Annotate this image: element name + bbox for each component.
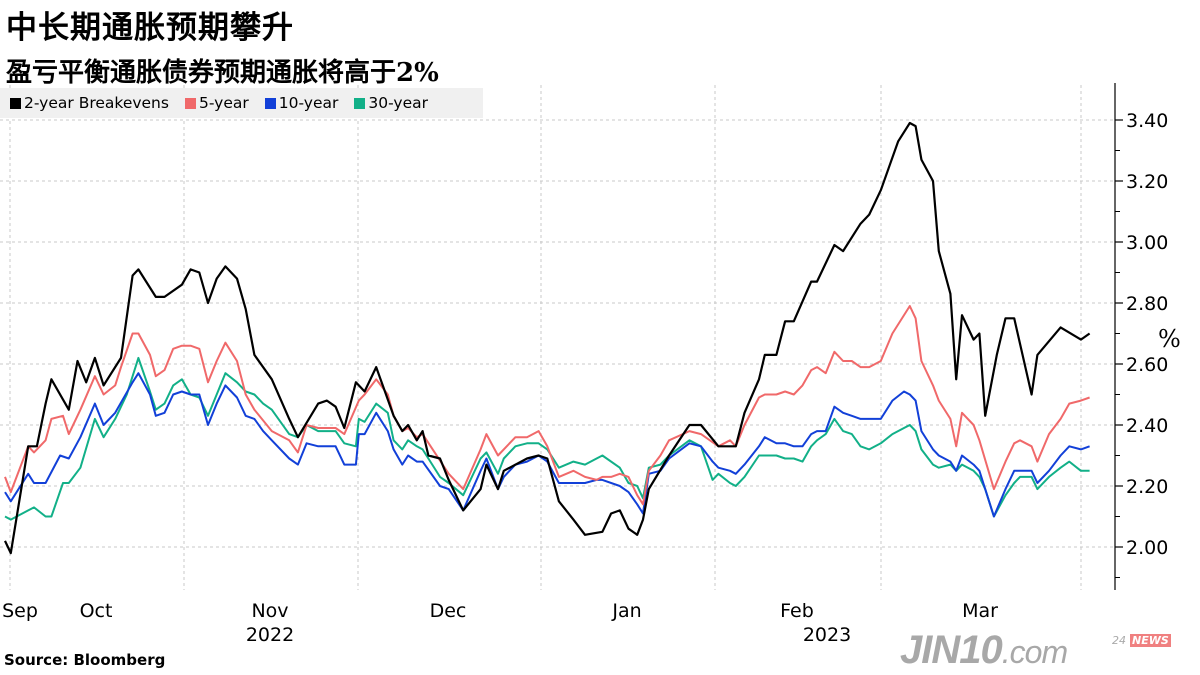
x-tick-label: Feb (780, 600, 814, 622)
legend-label: 10-year (278, 94, 339, 112)
series-line-5-year (4, 305, 1090, 506)
legend-item-5-year: 5-year (184, 94, 249, 112)
chart-title: 中长期通胀预期攀升 (6, 10, 294, 46)
y-tick-label: 2.40 (1126, 415, 1168, 437)
x-tick-label: Oct (80, 600, 113, 622)
logo-main: JIN10 (900, 628, 1003, 672)
x-tick-label: Mar (962, 600, 998, 622)
legend-swatch (354, 97, 366, 109)
legend-item-2-year: 2-year Breakevens (10, 94, 169, 112)
y-tick-label: 2.60 (1126, 354, 1168, 376)
logo-suffix: .com (1001, 634, 1068, 670)
logo-badge: NEWS (1130, 634, 1171, 647)
x-tick-label: Nov (251, 600, 288, 622)
y-tick-label: 2.00 (1126, 537, 1168, 559)
legend-item-30-year: 30-year (354, 94, 428, 112)
y-tick-label: 3.00 (1126, 232, 1168, 254)
legend-swatch (10, 97, 21, 109)
legend-label: 30-year (368, 94, 428, 112)
y-axis-label: % (1158, 325, 1181, 353)
series-line-30-year (4, 356, 1090, 521)
legend: 2-year Breakevens 5-year 10-year 30-year (0, 88, 483, 118)
x-tick-label: Sep (2, 600, 38, 622)
y-tick-label: 3.20 (1126, 171, 1168, 193)
legend-item-10-year: 10-year (264, 94, 339, 112)
watermark-logo: JIN10.com (900, 628, 1068, 674)
legend-swatch (184, 97, 196, 109)
chart-subtitle: 盈亏平衡通胀债券预期通胀将高于2% (6, 58, 439, 88)
series-line-10-year (4, 372, 1090, 518)
y-tick-label: 3.40 (1126, 110, 1168, 132)
legend-label: 2-year Breakevens (24, 94, 169, 112)
source-note: Source: Bloomberg (4, 651, 166, 669)
x-tick-label: Dec (430, 600, 467, 622)
x-year-label: 2023 (803, 624, 851, 646)
y-tick-label: 2.80 (1126, 293, 1168, 315)
y-tick-label: 2.20 (1126, 476, 1168, 498)
x-tick-label: Jan (611, 600, 641, 622)
logo-badge-num: 24 (1112, 634, 1126, 647)
x-year-label: 2022 (246, 624, 294, 646)
legend-label: 5-year (198, 94, 249, 112)
legend-swatch (264, 97, 276, 109)
series-line-2-year-breakevens (4, 121, 1091, 555)
